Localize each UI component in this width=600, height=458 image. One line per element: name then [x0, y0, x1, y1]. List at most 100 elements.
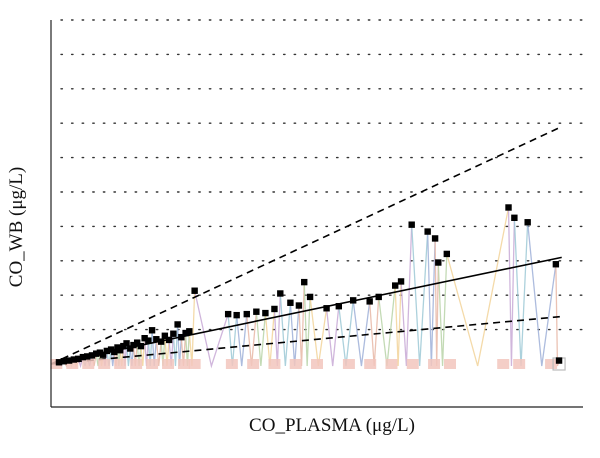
- data-point: [233, 311, 240, 319]
- data-point: [224, 310, 232, 318]
- connector-line: [555, 264, 560, 367]
- data-point: [555, 357, 563, 364]
- data-point: [157, 338, 165, 345]
- connector-line: [303, 282, 311, 367]
- connector-line: [513, 217, 529, 367]
- connector-line: [427, 231, 436, 367]
- baseline-marker: [545, 359, 558, 369]
- data-point: [70, 356, 78, 363]
- baseline-marker: [66, 359, 79, 369]
- connector-line: [194, 290, 229, 369]
- data-point: [178, 333, 185, 341]
- connector-line: [400, 224, 413, 367]
- connector-line: [394, 281, 402, 367]
- data-point: [424, 228, 431, 235]
- data-point: [141, 335, 148, 342]
- baseline-marker: [130, 359, 143, 369]
- baseline-marker: [247, 359, 260, 369]
- connector-line: [236, 314, 248, 367]
- baseline-marker: [268, 359, 281, 369]
- data-point: [88, 352, 96, 359]
- data-point: [153, 336, 160, 343]
- data-point: [111, 348, 118, 356]
- data-point: [435, 259, 442, 266]
- baseline-marker: [428, 359, 441, 369]
- baseline-markers: [50, 357, 566, 371]
- data-point: [243, 310, 250, 318]
- data-point: [366, 298, 373, 305]
- data-points: [55, 204, 563, 366]
- connector-line: [298, 282, 305, 367]
- data-point: [552, 261, 560, 268]
- data-point: [397, 278, 405, 285]
- connector-line: [434, 238, 439, 367]
- data-point: [65, 357, 73, 364]
- connector-line: [279, 293, 292, 367]
- baseline-marker: [406, 359, 419, 369]
- lower-line: [50, 315, 562, 365]
- data-point: [55, 359, 63, 366]
- data-point: [123, 340, 130, 347]
- connector-line: [411, 224, 429, 367]
- data-point: [60, 358, 67, 365]
- data-point: [116, 347, 124, 354]
- baseline-marker: [225, 359, 238, 369]
- data-point: [306, 293, 314, 301]
- data-point: [295, 302, 303, 309]
- data-point: [182, 329, 189, 337]
- data-point: [335, 303, 343, 310]
- baseline-marker: [98, 359, 111, 369]
- data-point: [375, 293, 382, 301]
- data-point: [79, 353, 87, 361]
- gridlines: [60, 19, 584, 331]
- data-point: [103, 347, 111, 355]
- baseline-marker: [513, 359, 526, 369]
- data-point: [431, 235, 439, 242]
- baseline-marker: [178, 359, 190, 369]
- data-point: [133, 339, 141, 346]
- data-point: [174, 321, 181, 328]
- connector-line: [507, 207, 516, 367]
- data-point: [392, 282, 399, 289]
- data-point: [191, 287, 198, 294]
- baseline-marker: [385, 359, 398, 369]
- x-axis-title: CO_PLASMA (μg/L): [249, 415, 415, 436]
- connector-line: [325, 306, 340, 367]
- data-point: [443, 250, 451, 258]
- connector-line: [155, 339, 162, 367]
- data-point: [127, 345, 134, 352]
- connector-line: [369, 296, 380, 367]
- baseline-marker: [364, 359, 377, 369]
- data-point: [408, 221, 415, 228]
- data-point: [186, 328, 193, 335]
- baseline-marker: [289, 359, 302, 369]
- data-point: [271, 305, 278, 313]
- data-point: [99, 351, 107, 358]
- data-point: [262, 309, 269, 317]
- connector-line: [527, 222, 557, 367]
- connector-line: [255, 311, 267, 367]
- data-point: [161, 332, 169, 339]
- data-point: [83, 353, 91, 360]
- data-point: [277, 290, 284, 297]
- data-point: [287, 299, 294, 306]
- connector-line: [437, 253, 448, 367]
- data-point: [165, 336, 173, 344]
- connector-line: [352, 300, 371, 367]
- connector-line: [227, 314, 238, 367]
- baseline-marker: [311, 359, 323, 369]
- connector-line: [273, 293, 281, 367]
- data-point: [148, 327, 156, 334]
- connector-line: [95, 352, 101, 367]
- data-point: [349, 297, 357, 304]
- data-point: [505, 204, 512, 211]
- data-point: [130, 341, 137, 349]
- data-point: [74, 355, 82, 363]
- data-point: [170, 330, 177, 337]
- identity-line: [50, 125, 563, 365]
- baseline-marker: [146, 359, 159, 369]
- data-point: [301, 278, 308, 286]
- baseline-marker: [444, 359, 456, 369]
- baseline-marker: [342, 359, 355, 369]
